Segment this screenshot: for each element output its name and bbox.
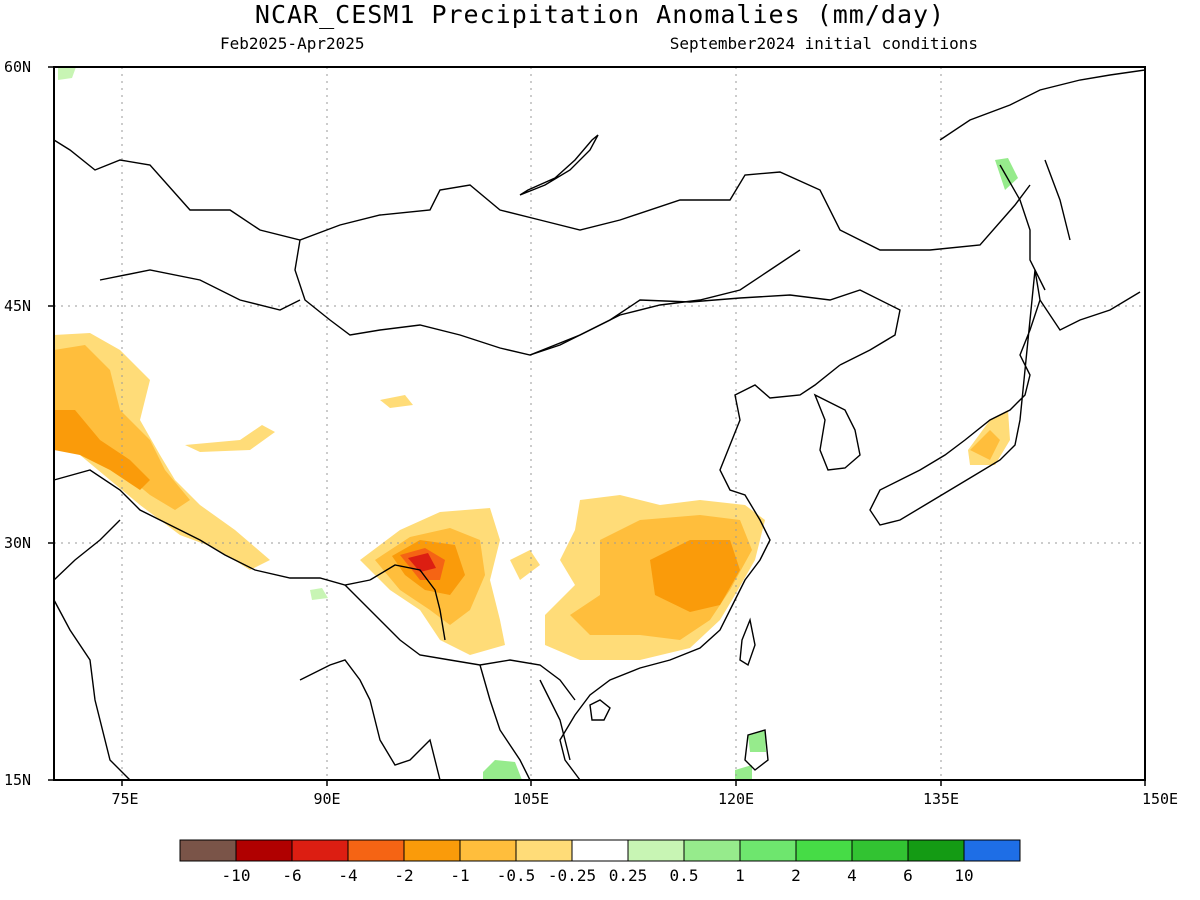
lat-label-45n: 45N <box>4 297 32 315</box>
colorbar-tick-label: 2 <box>791 866 801 885</box>
coastlines-borders <box>53 69 1146 781</box>
shade-qaidam <box>380 395 413 408</box>
colorbar-swatch <box>739 839 797 862</box>
colorbar-swatch <box>683 839 741 862</box>
shade-tarim <box>185 425 275 452</box>
map-background <box>54 67 1145 780</box>
colorbar-swatch <box>963 839 1021 862</box>
colorbar-swatch <box>459 839 517 862</box>
colorbar-tick-label: -0.5 <box>496 866 536 885</box>
colorbar-tick-label: -0.25 <box>547 866 597 885</box>
lon-label-120e: 120E <box>717 790 755 808</box>
shade-philippines-green <box>748 730 766 752</box>
colorbar-swatch <box>627 839 685 862</box>
forecast-period: Feb2025-Apr2025 <box>220 34 365 53</box>
colorbar-tick-label: 0.5 <box>669 866 699 885</box>
colorbar-tick-label: -2 <box>394 866 414 885</box>
lon-label-135e: 135E <box>922 790 960 808</box>
colorbar-swatch <box>515 839 573 862</box>
colorbar-swatch <box>347 839 405 862</box>
colorbar-tick-label: 6 <box>903 866 913 885</box>
colorbar-tick-label: 10 <box>954 866 974 885</box>
shade-yunnan-red <box>408 553 436 572</box>
anomaly-shading <box>54 67 1018 780</box>
map-frame <box>53 66 1146 781</box>
colorbar-swatch <box>851 839 909 862</box>
axis-ticks <box>48 66 1146 786</box>
shade-bhutan-green <box>310 588 328 600</box>
colorbar <box>179 839 1021 862</box>
shade-northwest-green <box>58 67 76 80</box>
shade-west-mid <box>54 345 190 510</box>
shade-philippines-green-2 <box>735 765 752 780</box>
lat-label-30n: 30N <box>4 534 32 552</box>
lon-label-75e: 75E <box>111 790 139 808</box>
colorbar-tick-label: -4 <box>338 866 358 885</box>
colorbar-swatch <box>795 839 853 862</box>
lon-label-105e: 105E <box>512 790 550 808</box>
lon-label-90e: 90E <box>313 790 341 808</box>
colorbar-swatch <box>571 839 629 862</box>
shade-indochina-green <box>483 760 522 780</box>
colorbar-swatch <box>291 839 349 862</box>
initial-conditions: September2024 initial conditions <box>669 34 978 53</box>
colorbar-swatch <box>179 839 237 862</box>
colorbar-tick-label: 1 <box>735 866 745 885</box>
lon-label-150e: 150E <box>1141 790 1179 808</box>
colorbar-swatch <box>403 839 461 862</box>
lat-label-60n: 60N <box>4 58 32 76</box>
colorbar-swatch <box>907 839 965 862</box>
colorbar-tick-label: -1 <box>450 866 470 885</box>
shade-south-china-dark <box>650 540 740 612</box>
lat-label-15n: 15N <box>4 771 32 789</box>
shade-sichuan <box>510 550 540 580</box>
colorbar-tick-label: 4 <box>847 866 857 885</box>
colorbar-swatch <box>235 839 293 862</box>
shade-west-dark <box>54 410 150 490</box>
map-title: NCAR_CESM1 Precipitation Anomalies (mm/d… <box>254 0 946 29</box>
colorbar-tick-label: -6 <box>282 866 302 885</box>
colorbar-tick-label: 0.25 <box>608 866 648 885</box>
colorbar-tick-label: -10 <box>221 866 251 885</box>
shade-japan-mid <box>970 430 1000 460</box>
